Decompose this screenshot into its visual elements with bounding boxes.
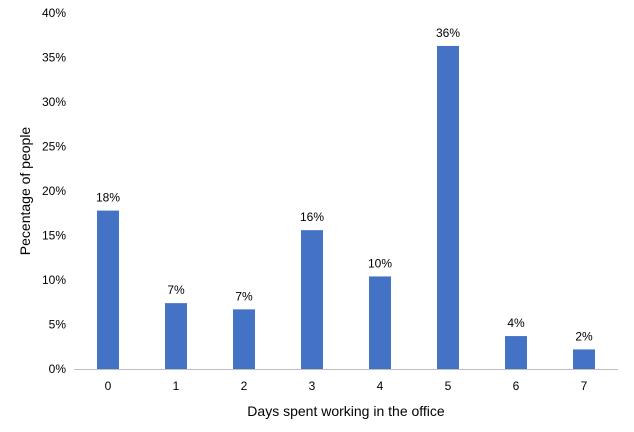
x-tick-label: 6: [513, 379, 520, 393]
x-tick-label: 2: [241, 379, 248, 393]
bar-4: [369, 276, 391, 369]
bar-1: [165, 303, 187, 369]
x-axis-title: Days spent working in the office: [247, 403, 445, 419]
y-tick-label: 40%: [42, 6, 66, 20]
data-label-5: 36%: [436, 26, 460, 40]
bar-5: [437, 45, 459, 370]
x-tick-label: 3: [309, 379, 316, 393]
data-label-3: 16%: [300, 210, 324, 224]
y-tick-label: 30%: [42, 95, 66, 109]
y-axis-title: Pecentage of people: [17, 127, 33, 256]
x-tick-label: 0: [105, 379, 112, 393]
x-tick-label: 1: [173, 379, 180, 393]
y-axis-ticks: 0% 5% 10% 15% 20% 25% 30% 35% 40%: [42, 6, 66, 376]
y-tick-label: 20%: [42, 184, 66, 198]
y-tick-label: 35%: [42, 51, 66, 65]
data-labels: 18% 7% 7% 16% 10% 36% 4% 2%: [96, 26, 593, 343]
bar-6: [505, 336, 527, 369]
y-tick-label: 10%: [42, 273, 66, 287]
x-tick-label: 4: [377, 379, 384, 393]
data-label-4: 10%: [368, 256, 392, 270]
data-label-1: 7%: [167, 283, 185, 297]
y-tick-label: 5%: [49, 318, 67, 332]
bar-7: [573, 349, 595, 369]
bar-3: [301, 230, 323, 369]
y-tick-label: 15%: [42, 229, 66, 243]
x-tick-label: 5: [445, 379, 452, 393]
bar-0: [97, 210, 119, 369]
x-axis-ticks: 0 1 2 3 4 5 6 7: [105, 379, 588, 393]
y-tick-label: 25%: [42, 140, 66, 154]
data-label-6: 4%: [507, 316, 525, 330]
y-tick-label: 0%: [49, 362, 67, 376]
x-tick-label: 7: [581, 379, 588, 393]
data-label-2: 7%: [235, 289, 253, 303]
bars: [97, 45, 595, 370]
bar-2: [233, 309, 255, 369]
data-label-0: 18%: [96, 191, 120, 205]
data-label-7: 2%: [575, 329, 593, 343]
